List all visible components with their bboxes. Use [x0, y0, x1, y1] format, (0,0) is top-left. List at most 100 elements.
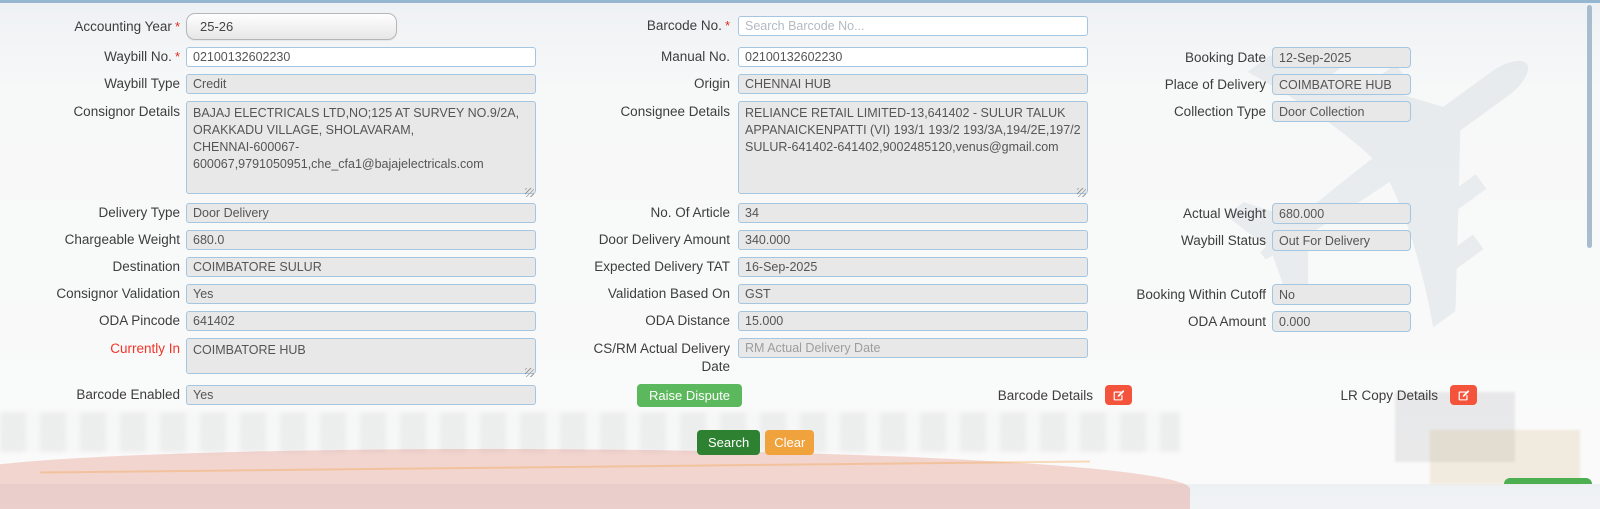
booking-date-input[interactable]	[1272, 47, 1411, 68]
field-label: Waybill Status	[1180, 232, 1266, 248]
validation-based-on-row: Validation Based On	[570, 284, 1088, 304]
consignor-validation-input[interactable]	[186, 284, 536, 304]
oda-amount-input[interactable]	[1272, 311, 1411, 332]
field-label: No. Of Article	[650, 205, 730, 220]
field-label: Door Delivery Amount	[598, 232, 730, 247]
lr-copy-details-edit-button[interactable]	[1450, 385, 1477, 405]
delivery-type-row: Delivery Type	[0, 203, 536, 223]
waybill-no-input[interactable]	[186, 47, 536, 67]
currently-in-row: Currently In COIMBATORE HUB	[0, 338, 536, 379]
waybill-status-input[interactable]	[1272, 230, 1411, 251]
edit-icon	[1113, 389, 1125, 400]
destination-input[interactable]	[186, 257, 536, 277]
consignor-details-row: Consignor Details BAJAJ ELECTRICALS LTD,…	[0, 101, 536, 199]
field-label: Origin	[693, 76, 730, 91]
search-button[interactable]: Search	[697, 430, 761, 455]
ship-deck-watermark	[0, 412, 1180, 452]
waybill-type-input[interactable]	[186, 74, 536, 94]
manual-no-input[interactable]	[738, 47, 1088, 67]
booking-date-row: Booking Date	[1090, 47, 1411, 68]
field-label: Destination	[112, 259, 180, 274]
chargeable-weight-row: Chargeable Weight	[0, 230, 536, 250]
vertical-scrollbar-thumb[interactable]	[1587, 5, 1592, 248]
field-label: Waybill Type	[104, 76, 180, 91]
origin-input[interactable]	[738, 74, 1088, 94]
expected-delivery-tat-input[interactable]	[738, 257, 1088, 277]
barcode-details-edit-button[interactable]	[1105, 385, 1132, 405]
place-of-delivery-input[interactable]	[1272, 74, 1411, 95]
accounting-year-select[interactable]: 25-26	[186, 13, 397, 40]
field-label: Barcode Enabled	[76, 387, 180, 402]
consignee-details-row: Consignee Details RELIANCE RETAIL LIMITE…	[570, 101, 1088, 199]
collection-type-row: Collection Type	[1090, 101, 1411, 122]
field-label: Place of Delivery	[1164, 76, 1266, 92]
field-label: Barcode No. *	[646, 18, 730, 33]
no-of-article-row: No. Of Article	[570, 203, 1088, 223]
field-label: Consignor Details	[73, 104, 180, 119]
booking-within-cutoff-row: Booking Within Cutoff	[1090, 284, 1411, 305]
required-asterisk: *	[724, 18, 730, 33]
collection-type-input[interactable]	[1272, 101, 1411, 122]
edit-icon	[1458, 389, 1470, 400]
required-asterisk: *	[174, 49, 180, 64]
field-label: Currently In	[110, 341, 180, 356]
consignor-details-textarea[interactable]: BAJAJ ELECTRICALS LTD,NO;125 AT SURVEY N…	[186, 101, 536, 194]
field-label: Manual No.	[660, 49, 730, 64]
lr-copy-details-group: LR Copy Details	[1200, 385, 1477, 405]
ship-railing-watermark	[40, 460, 1090, 474]
field-label: Waybill No. *	[104, 49, 180, 64]
barcode-no-row: Barcode No. *	[570, 16, 1088, 36]
field-label: CS/RM Actual Delivery Date	[593, 341, 730, 374]
port-container-watermark	[1430, 430, 1580, 484]
currently-in-textarea[interactable]: COIMBATORE HUB	[186, 338, 536, 374]
field-label: Consignee Details	[620, 104, 730, 119]
oda-distance-input[interactable]	[738, 311, 1088, 331]
field-label: Booking Date	[1184, 49, 1266, 65]
oda-pincode-input[interactable]	[186, 311, 536, 331]
actual-weight-row: Actual Weight	[1090, 203, 1411, 224]
chargeable-weight-input[interactable]	[186, 230, 536, 250]
place-of-delivery-row: Place of Delivery	[1090, 74, 1411, 95]
csrm-actual-delivery-date-input[interactable]	[738, 338, 1088, 358]
field-label: Collection Type	[1173, 103, 1266, 119]
waybill-no-row: Waybill No. *	[0, 47, 536, 67]
bottom-green-button[interactable]	[1504, 478, 1592, 484]
oda-distance-row: ODA Distance	[570, 311, 1088, 331]
validation-based-on-input[interactable]	[738, 284, 1088, 304]
delivery-type-input[interactable]	[186, 203, 536, 223]
destination-row: Destination	[0, 257, 536, 277]
barcode-enabled-input[interactable]	[186, 385, 536, 405]
manual-no-row: Manual No.	[570, 47, 1088, 67]
ship-hull-watermark	[0, 449, 1190, 509]
booking-within-cutoff-input[interactable]	[1272, 284, 1411, 305]
no-of-article-input[interactable]	[738, 203, 1088, 223]
field-label: ODA Pincode	[98, 313, 180, 328]
barcode-no-input[interactable]	[738, 16, 1088, 36]
expected-delivery-tat-row: Expected Delivery TAT	[570, 257, 1088, 277]
accounting-year-row: Accounting Year * 25-26	[0, 13, 397, 40]
raise-dispute-button[interactable]: Raise Dispute	[637, 384, 742, 407]
top-border	[0, 0, 1600, 3]
door-delivery-amount-row: Door Delivery Amount	[570, 230, 1088, 250]
field-label: Booking Within Cutoff	[1136, 286, 1266, 302]
door-delivery-amount-input[interactable]	[738, 230, 1088, 250]
field-label: Consignor Validation	[56, 286, 180, 301]
field-label: Validation Based On	[607, 286, 730, 301]
field-label: ODA Distance	[645, 313, 730, 328]
waybill-status-row: Waybill Status	[1090, 230, 1411, 251]
origin-row: Origin	[570, 74, 1088, 94]
barcode-details-label: Barcode Details	[997, 387, 1093, 403]
actual-weight-input[interactable]	[1272, 203, 1411, 224]
search-actions: Search Clear	[697, 430, 815, 455]
csrm-actual-delivery-date-row: CS/RM Actual Delivery Date	[570, 338, 1088, 376]
field-label: Accounting Year *	[74, 18, 180, 34]
lr-copy-details-label: LR Copy Details	[1340, 387, 1438, 403]
field-label: Expected Delivery TAT	[594, 259, 730, 274]
clear-button[interactable]: Clear	[765, 430, 815, 455]
field-label: Delivery Type	[98, 205, 180, 220]
oda-pincode-row: ODA Pincode	[0, 311, 536, 331]
required-asterisk: *	[174, 18, 180, 34]
consignee-details-textarea[interactable]: RELIANCE RETAIL LIMITED-13,641402 - SULU…	[738, 101, 1088, 194]
field-label: ODA Amount	[1187, 313, 1266, 329]
